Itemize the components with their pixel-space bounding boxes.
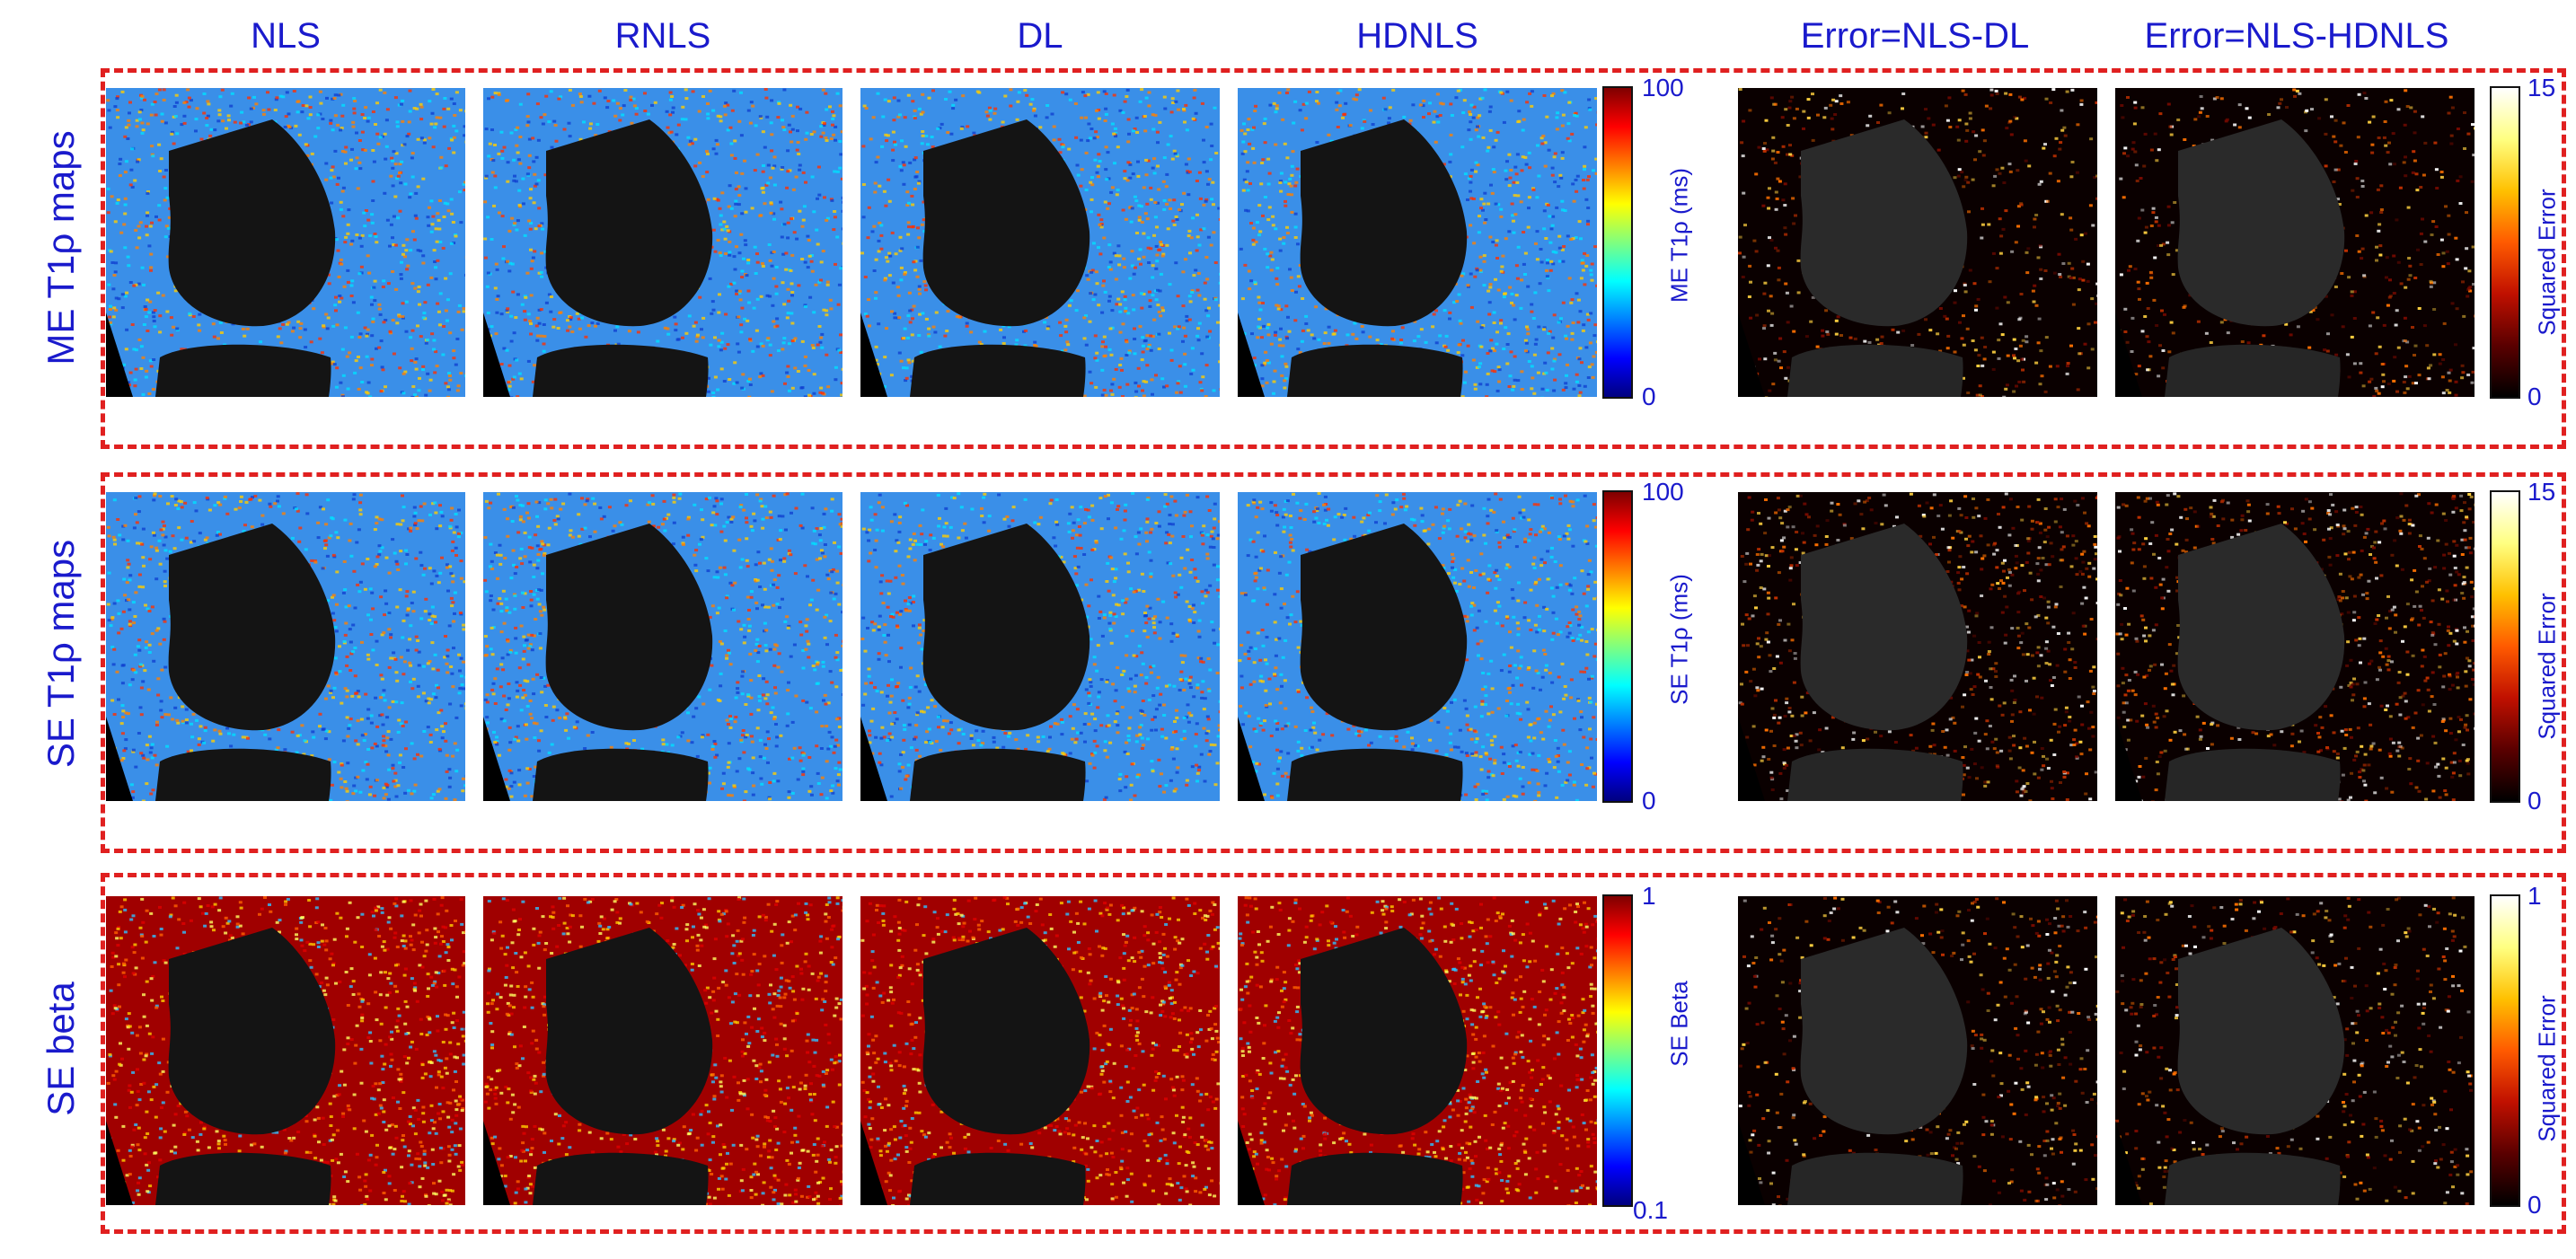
row-label-se-beta: SE beta xyxy=(40,982,82,1116)
map-dl-row-2 xyxy=(860,492,1220,801)
colorbar-min-tick: 0 xyxy=(2527,1191,2542,1219)
map-dl-row-3 xyxy=(860,896,1220,1205)
colorbar-me-t1rho xyxy=(1602,86,1633,399)
colorbar-max-tick: 15 xyxy=(2527,478,2556,506)
colorbar-squared-error xyxy=(2490,490,2520,803)
colorbar-max-tick: 100 xyxy=(1642,478,1684,506)
row-label-se-t1rho: SE T1ρ maps xyxy=(40,539,82,769)
column-title-rnls: RNLS xyxy=(614,16,711,56)
column-title-hdnls: HDNLS xyxy=(1356,16,1478,56)
colorbar-squared-error xyxy=(2490,86,2520,399)
colorbar-label: SE Beta xyxy=(1665,981,1693,1067)
map-error-hdnls-row-2 xyxy=(2115,492,2475,801)
colorbar-min-tick: 0 xyxy=(1642,383,1656,410)
column-title-error-hdnls: Error=NLS-HDNLS xyxy=(2144,16,2449,56)
row-frame-se-beta xyxy=(101,873,2566,1234)
column-title-nls: NLS xyxy=(251,16,321,56)
colorbar-label: Squared Error xyxy=(2533,189,2561,336)
colorbar-min-tick: 0 xyxy=(1642,787,1656,814)
map-hdnls-row-2 xyxy=(1238,492,1597,801)
column-title-dl: DL xyxy=(1017,16,1063,56)
colorbar-max-tick: 15 xyxy=(2527,74,2556,101)
map-hdnls-row-1 xyxy=(1238,88,1597,397)
colorbar-max-tick: 100 xyxy=(1642,74,1684,101)
colorbar-max-tick: 1 xyxy=(1642,882,1656,910)
map-error-dl-row-3 xyxy=(1738,896,2097,1205)
colorbar-label: SE T1ρ (ms) xyxy=(1665,574,1693,705)
colorbar-min-tick: 0 xyxy=(2527,383,2542,410)
map-rnls-row-1 xyxy=(483,88,842,397)
map-nls-row-3 xyxy=(106,896,465,1205)
map-rnls-row-2 xyxy=(483,492,842,801)
colorbar-label: ME T1ρ (ms) xyxy=(1665,167,1693,304)
row-label-me-t1rho: ME T1ρ maps xyxy=(40,130,82,365)
colorbar-se-t1rho xyxy=(1602,490,1633,803)
map-nls-row-2 xyxy=(106,492,465,801)
map-nls-row-1 xyxy=(106,88,465,397)
map-error-hdnls-row-3 xyxy=(2115,896,2475,1205)
colorbar-label: Squared Error xyxy=(2533,593,2561,740)
colorbar-label: Squared Error xyxy=(2533,995,2561,1142)
colorbar-se-beta xyxy=(1602,894,1633,1207)
colorbar-min-tick: 0 xyxy=(2527,787,2542,814)
row-frame-se-t1rho xyxy=(101,472,2566,853)
map-hdnls-row-3 xyxy=(1238,896,1597,1205)
map-error-dl-row-2 xyxy=(1738,492,2097,801)
column-title-error-dl: Error=NLS-DL xyxy=(1800,16,2030,56)
map-error-dl-row-1 xyxy=(1738,88,2097,397)
row-frame-me-t1rho xyxy=(101,68,2566,449)
colorbar-min-tick: 0.1 xyxy=(1633,1196,1668,1224)
map-dl-row-1 xyxy=(860,88,1220,397)
map-error-hdnls-row-1 xyxy=(2115,88,2475,397)
colorbar-max-tick: 1 xyxy=(2527,882,2542,910)
colorbar-squared-error xyxy=(2490,894,2520,1207)
map-rnls-row-3 xyxy=(483,896,842,1205)
